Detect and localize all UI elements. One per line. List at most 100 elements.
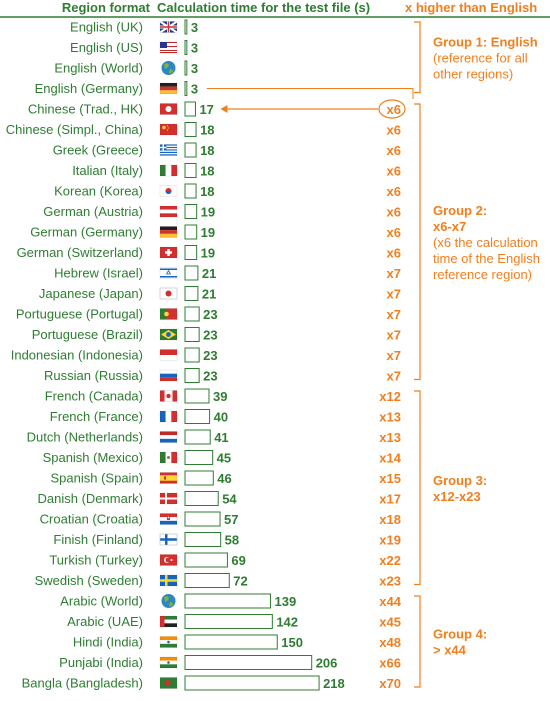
flag-finland-icon: [159, 533, 178, 546]
globe-icon: [161, 594, 176, 608]
group-label-line: (reference for all: [433, 50, 528, 65]
chart-row: Italian (Italy) 18 x6: [72, 163, 401, 179]
region-label: English (UK): [70, 20, 143, 35]
bracket-line: [414, 390, 421, 586]
chart-row: Hebrew (Israel) 21 x7: [54, 265, 401, 281]
bar-value-label: 3: [191, 61, 198, 76]
flag-denmark-icon: [159, 492, 178, 505]
flag-portugal-icon: [159, 308, 178, 320]
flag-korea-icon: [159, 185, 178, 197]
bar: [184, 60, 188, 76]
bar-value-label: 21: [202, 266, 216, 281]
flag-indonesia-icon: [159, 349, 178, 361]
factor-label: x7: [387, 307, 401, 322]
group-bracket: Group 3:x12-x23: [414, 390, 487, 586]
bar-value-label: 3: [191, 82, 198, 97]
region-label: Russian (Russia): [44, 368, 143, 383]
region-label: Arabic (World): [60, 594, 143, 609]
factor-label: x6: [387, 246, 401, 261]
chart-row: Chinese (Simpl., China) 18 x6: [6, 122, 401, 138]
chart-row: English (World) 3: [54, 60, 198, 76]
group-bracket: Group 1: English(reference for allother …: [414, 21, 538, 94]
region-label: French (France): [50, 409, 143, 424]
chart-row: Spanish (Spain) 46 x15: [51, 470, 401, 486]
bar: [184, 122, 197, 137]
bar: [184, 409, 211, 424]
annotation-connector: [206, 88, 414, 99]
bar: [184, 265, 199, 281]
chart-row: Dutch (Netherlands) 41 x13: [27, 429, 401, 445]
group-brackets: Group 1: English(reference for allother …: [414, 21, 540, 688]
factor-label: x17: [379, 492, 401, 507]
bar-value-label: 142: [276, 615, 298, 630]
group-label-line: time of the English: [433, 251, 540, 266]
bar-value-label: 23: [203, 328, 217, 343]
bar-value-label: 19: [201, 246, 215, 261]
region-label: Finish (Finland): [53, 532, 143, 547]
region-label: Hindi (India): [73, 635, 143, 650]
bar: [184, 552, 228, 568]
bar-value-label: 46: [217, 471, 231, 486]
factor-label: x6: [387, 143, 401, 158]
factor-label: x6: [387, 164, 401, 179]
chart-row: German (Germany) 19 x6: [30, 224, 401, 240]
bar: [184, 491, 219, 506]
region-label: Dutch (Netherlands): [27, 430, 143, 445]
flag-us-icon: [159, 41, 178, 54]
bar: [184, 634, 278, 650]
region-label: Spanish (Spain): [51, 471, 144, 486]
bar: [184, 675, 320, 691]
bar: [184, 388, 210, 404]
region-label: English (US): [70, 40, 143, 55]
flag-uk-icon: [159, 20, 178, 34]
chart-row: Japanese (Japan) 21 x7: [39, 286, 401, 302]
flag-japan-icon: [159, 287, 178, 300]
bar: [184, 593, 271, 609]
bar: [184, 101, 196, 117]
region-label: Punjabi (India): [59, 655, 143, 670]
group-label-line: (x6 the calculation: [433, 235, 538, 250]
group-label-line: Group 1: English: [433, 34, 538, 49]
bar-value-label: 218: [323, 676, 345, 691]
flag-china-icon: [159, 123, 178, 136]
chart-row: French (Canada) 39 x12: [45, 388, 401, 404]
region-label: Chinese (Trad., HK): [28, 102, 143, 117]
region-label: Bangla (Bangladesh): [22, 676, 143, 691]
chart-row: Russian (Russia) 23 x7: [44, 368, 401, 384]
bar-value-label: 21: [202, 287, 216, 302]
region-label: English (World): [54, 61, 143, 76]
flag-switzerland-icon: [159, 246, 178, 259]
header-region-format: Region format: [62, 0, 151, 15]
flag-india-icon: [159, 656, 178, 669]
factor-label: x7: [387, 348, 401, 363]
factor-label: x15: [379, 471, 401, 486]
chart-row: Arabic (World) 139 x44: [60, 593, 402, 609]
group-label-line: reference region): [433, 267, 532, 282]
region-label: Korean (Korea): [54, 184, 143, 199]
region-label: Chinese (Simpl., China): [6, 122, 143, 137]
bar-value-label: 23: [203, 369, 217, 384]
flag-greece-icon: [159, 144, 178, 156]
factor-label: x7: [387, 369, 401, 384]
bar-value-label: 40: [214, 410, 228, 425]
bar: [184, 614, 273, 629]
region-label: German (Switzerland): [17, 245, 143, 260]
bar-value-label: 18: [200, 143, 214, 158]
annotation-ellipse: [378, 99, 406, 119]
factor-label: x19: [379, 533, 401, 548]
flag-israel-icon: [159, 267, 178, 279]
chart-row: Chinese (Trad., HK) 17 x6: [28, 101, 401, 117]
factor-label: x13: [379, 430, 401, 445]
chart-row: Croatian (Croatia) 57 x18: [40, 511, 401, 527]
factor-label: x7: [387, 328, 401, 343]
bar-value-label: 150: [281, 635, 303, 650]
region-label: Greek (Greece): [53, 143, 143, 158]
chart-row: Spanish (Mexico) 45 x14: [43, 450, 402, 466]
group-label-line: Group 4:: [433, 627, 487, 642]
flag-france-icon: [159, 410, 178, 423]
chart-row: Korean (Korea) 18 x6: [54, 183, 401, 199]
factor-label: x14: [379, 451, 401, 466]
